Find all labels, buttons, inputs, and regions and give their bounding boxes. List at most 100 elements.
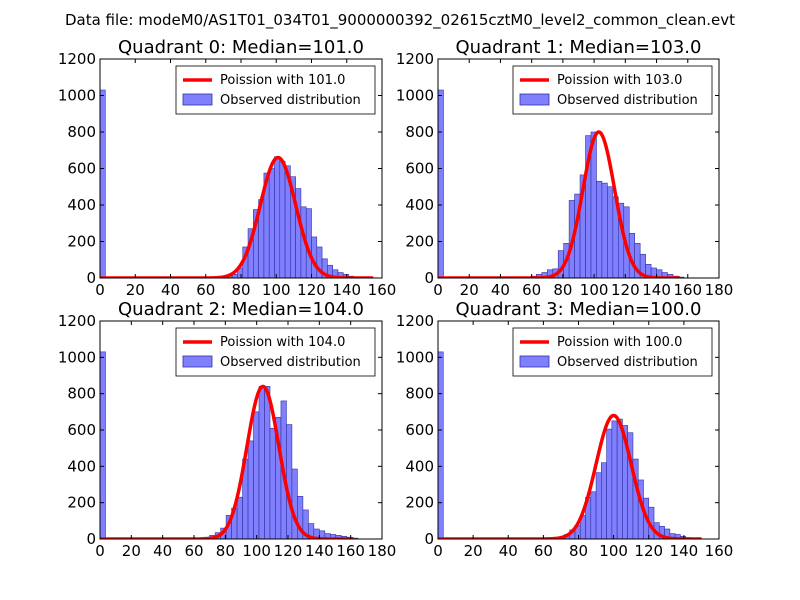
quadrant-3-xtick-label: 20	[464, 542, 483, 560]
quadrant-0-xtick-label: 40	[161, 281, 180, 299]
quadrant-3-ytick-label: 200	[405, 494, 434, 512]
quadrant-2-xtick-label: 0	[95, 542, 105, 560]
quadrant-0-ytick-label: 1200	[58, 50, 96, 68]
quadrant-3-xtick-label: 80	[569, 542, 588, 560]
quadrant-3-bar-33	[611, 420, 618, 539]
quadrant-0-legend-box	[175, 65, 376, 115]
quadrant-0-bar-0	[100, 89, 106, 278]
quadrant-3-bar-30	[595, 472, 602, 539]
quadrant-1-fit-line	[438, 130, 681, 278]
quadrant-1-xtick-label: 160	[673, 281, 702, 299]
quadrant-2-legend: Poission with 104.0 Observed distribution	[175, 327, 376, 377]
quadrant-2-legend-fit-label: Poission with 104.0	[220, 335, 345, 350]
quadrant-3-fit-line	[438, 413, 703, 539]
quadrant-3-bar-34	[616, 418, 623, 539]
quadrant-3-legend-bar-swatch	[519, 355, 550, 368]
quadrant-1-legend-bar-swatch	[519, 93, 550, 106]
quadrant-0-bar-32	[268, 168, 275, 278]
quadrant-1-legend: Poission with 103.0 Observed distribution	[512, 65, 713, 115]
quadrant-0-legend-observed-label: Observed distribution	[220, 93, 361, 108]
quadrant-2-ytick-label: 1000	[58, 348, 96, 366]
quadrant-2-bar-0	[100, 351, 106, 539]
quadrant-1-bars	[438, 89, 685, 278]
quadrant-2-bar-31	[269, 427, 276, 539]
quadrant-1-legend-box	[512, 65, 713, 115]
quadrant-2-bar-25	[236, 496, 243, 539]
quadrant-1-panel: Quadrant 1: Median=103.00 20 40 60 80 100 120 1…	[396, 37, 734, 299]
quadrant-2-ytick-label: 800	[67, 385, 96, 403]
quadrant-2-bar-29	[258, 386, 265, 539]
quadrant-1-bar-0	[438, 89, 444, 278]
quadrant-2-xtick-label: 120	[274, 542, 303, 560]
quadrant-2-xtick-label: 80	[216, 542, 235, 560]
quadrant-3-panel: Quadrant 3: Median=100.0 0 20 40 60 80 100 120 1…	[396, 299, 734, 560]
quadrant-0-ytick-label: 400	[67, 196, 96, 214]
quadrant-1-xtick-label: 60	[522, 281, 541, 299]
quadrant-1-ytick-label: 800	[405, 123, 434, 141]
quadrant-1-title: Quadrant 1: Median=103.0	[456, 37, 702, 58]
quadrant-1-xtick-label: 100	[580, 281, 609, 299]
quadrant-0-panel: Quadrant 0: Median=101.0 0 20 40 60 80 100 120 1…	[58, 37, 397, 299]
quadrant-2-ytick-label: 0	[86, 530, 96, 548]
quadrant-3-ytick-label: 0	[424, 530, 434, 548]
quadrant-2-ytick-label: 200	[67, 494, 96, 512]
quadrant-2-xtick-label: 160	[336, 542, 365, 560]
quadrant-0-xtick-label: 80	[231, 281, 250, 299]
figure-suptitle: Data file: modeM0/AS1T01_034T01_90000003…	[65, 11, 735, 30]
quadrant-2-panel: Quadrant 2: Median=104.00 20 40 60 80 100 120 1…	[58, 299, 397, 560]
quadrant-0-ytick-label: 800	[67, 123, 96, 141]
quadrant-2-bar-35	[291, 468, 298, 539]
quadrant-3-xtick-label: 100	[599, 542, 628, 560]
quadrant-1-xtick-label: 140	[642, 281, 671, 299]
quadrant-2-legend-observed-label: Observed distribution	[220, 355, 361, 370]
quadrant-3-legend-observed-label: Observed distribution	[557, 355, 698, 370]
quadrant-0-ytick-label: 1000	[58, 87, 96, 105]
quadrant-0-xtick-label: 60	[196, 281, 215, 299]
quadrant-1-ytick-label: 1000	[396, 87, 434, 105]
quadrant-1-bar-31	[607, 186, 614, 278]
quadrant-1-xtick-label: 20	[460, 281, 479, 299]
quadrant-1-ytick-label: 400	[405, 196, 434, 214]
quadrant-3-ytick-label: 400	[405, 457, 434, 475]
quadrant-2-legend-bar-swatch	[182, 355, 213, 368]
quadrant-2-ytick-label: 400	[67, 457, 96, 475]
quadrant-2-xtick-label: 20	[122, 542, 141, 560]
quadrant-3-xtick-label: 120	[634, 542, 663, 560]
quadrant-2-title: Quadrant 2: Median=104.0	[118, 299, 364, 320]
quadrant-2-ytick-label: 1200	[58, 312, 96, 330]
quadrant-3-bar-32	[606, 428, 613, 539]
quadrant-0-bars	[100, 89, 370, 278]
quadrant-0-legend: Poission with 101.0 Observed distribution	[175, 65, 376, 115]
quadrant-0-fit-line	[100, 155, 375, 278]
quadrant-1-ytick-label: 600	[405, 160, 434, 178]
quadrant-0-title: Quadrant 0: Median=101.0	[118, 37, 364, 58]
quadrant-3-xtick-label: 140	[670, 542, 699, 560]
quadrant-1-ytick-label: 200	[405, 233, 434, 251]
quadrant-2-bars	[100, 351, 359, 539]
quadrant-1-bar-30	[601, 182, 608, 278]
quadrant-0-xtick-label: 100	[262, 281, 291, 299]
quadrant-3-bar-31	[601, 462, 607, 539]
quadrant-0-xtick-label: 0	[95, 281, 105, 299]
quadrant-2-legend-box	[175, 327, 376, 377]
quadrant-3-xtick-label: 60	[534, 542, 553, 560]
quadrant-0-xtick-label: 20	[126, 281, 145, 299]
quadrant-0-bar-33	[274, 156, 281, 278]
quadrant-1-ytick-label: 0	[424, 269, 434, 287]
quadrant-2-bar-28	[253, 411, 260, 539]
quadrant-1-ytick-label: 1200	[396, 50, 434, 68]
quadrant-3-legend-fit-label: Poission with 100.0	[557, 335, 682, 350]
quadrant-0-legend-fit-label: Poission with 101.0	[220, 73, 345, 88]
quadrant-0-xtick-label: 120	[297, 281, 326, 299]
quadrant-3-legend-box	[512, 327, 713, 377]
quadrant-2-xtick-label: 60	[184, 542, 203, 560]
quadrant-1-legend-fit-label: Poission with 103.0	[557, 73, 682, 88]
quadrant-1-xtick-label: 0	[433, 281, 443, 299]
quadrant-3-xtick-label: 0	[433, 542, 443, 560]
quadrant-0-ytick-label: 0	[86, 269, 96, 287]
quadrant-1-legend-observed-label: Observed distribution	[557, 93, 698, 108]
quadrant-1-xtick-label: 80	[553, 281, 572, 299]
quadrant-3-ytick-label: 800	[405, 385, 434, 403]
quadrant-3-xtick-label: 40	[499, 542, 518, 560]
